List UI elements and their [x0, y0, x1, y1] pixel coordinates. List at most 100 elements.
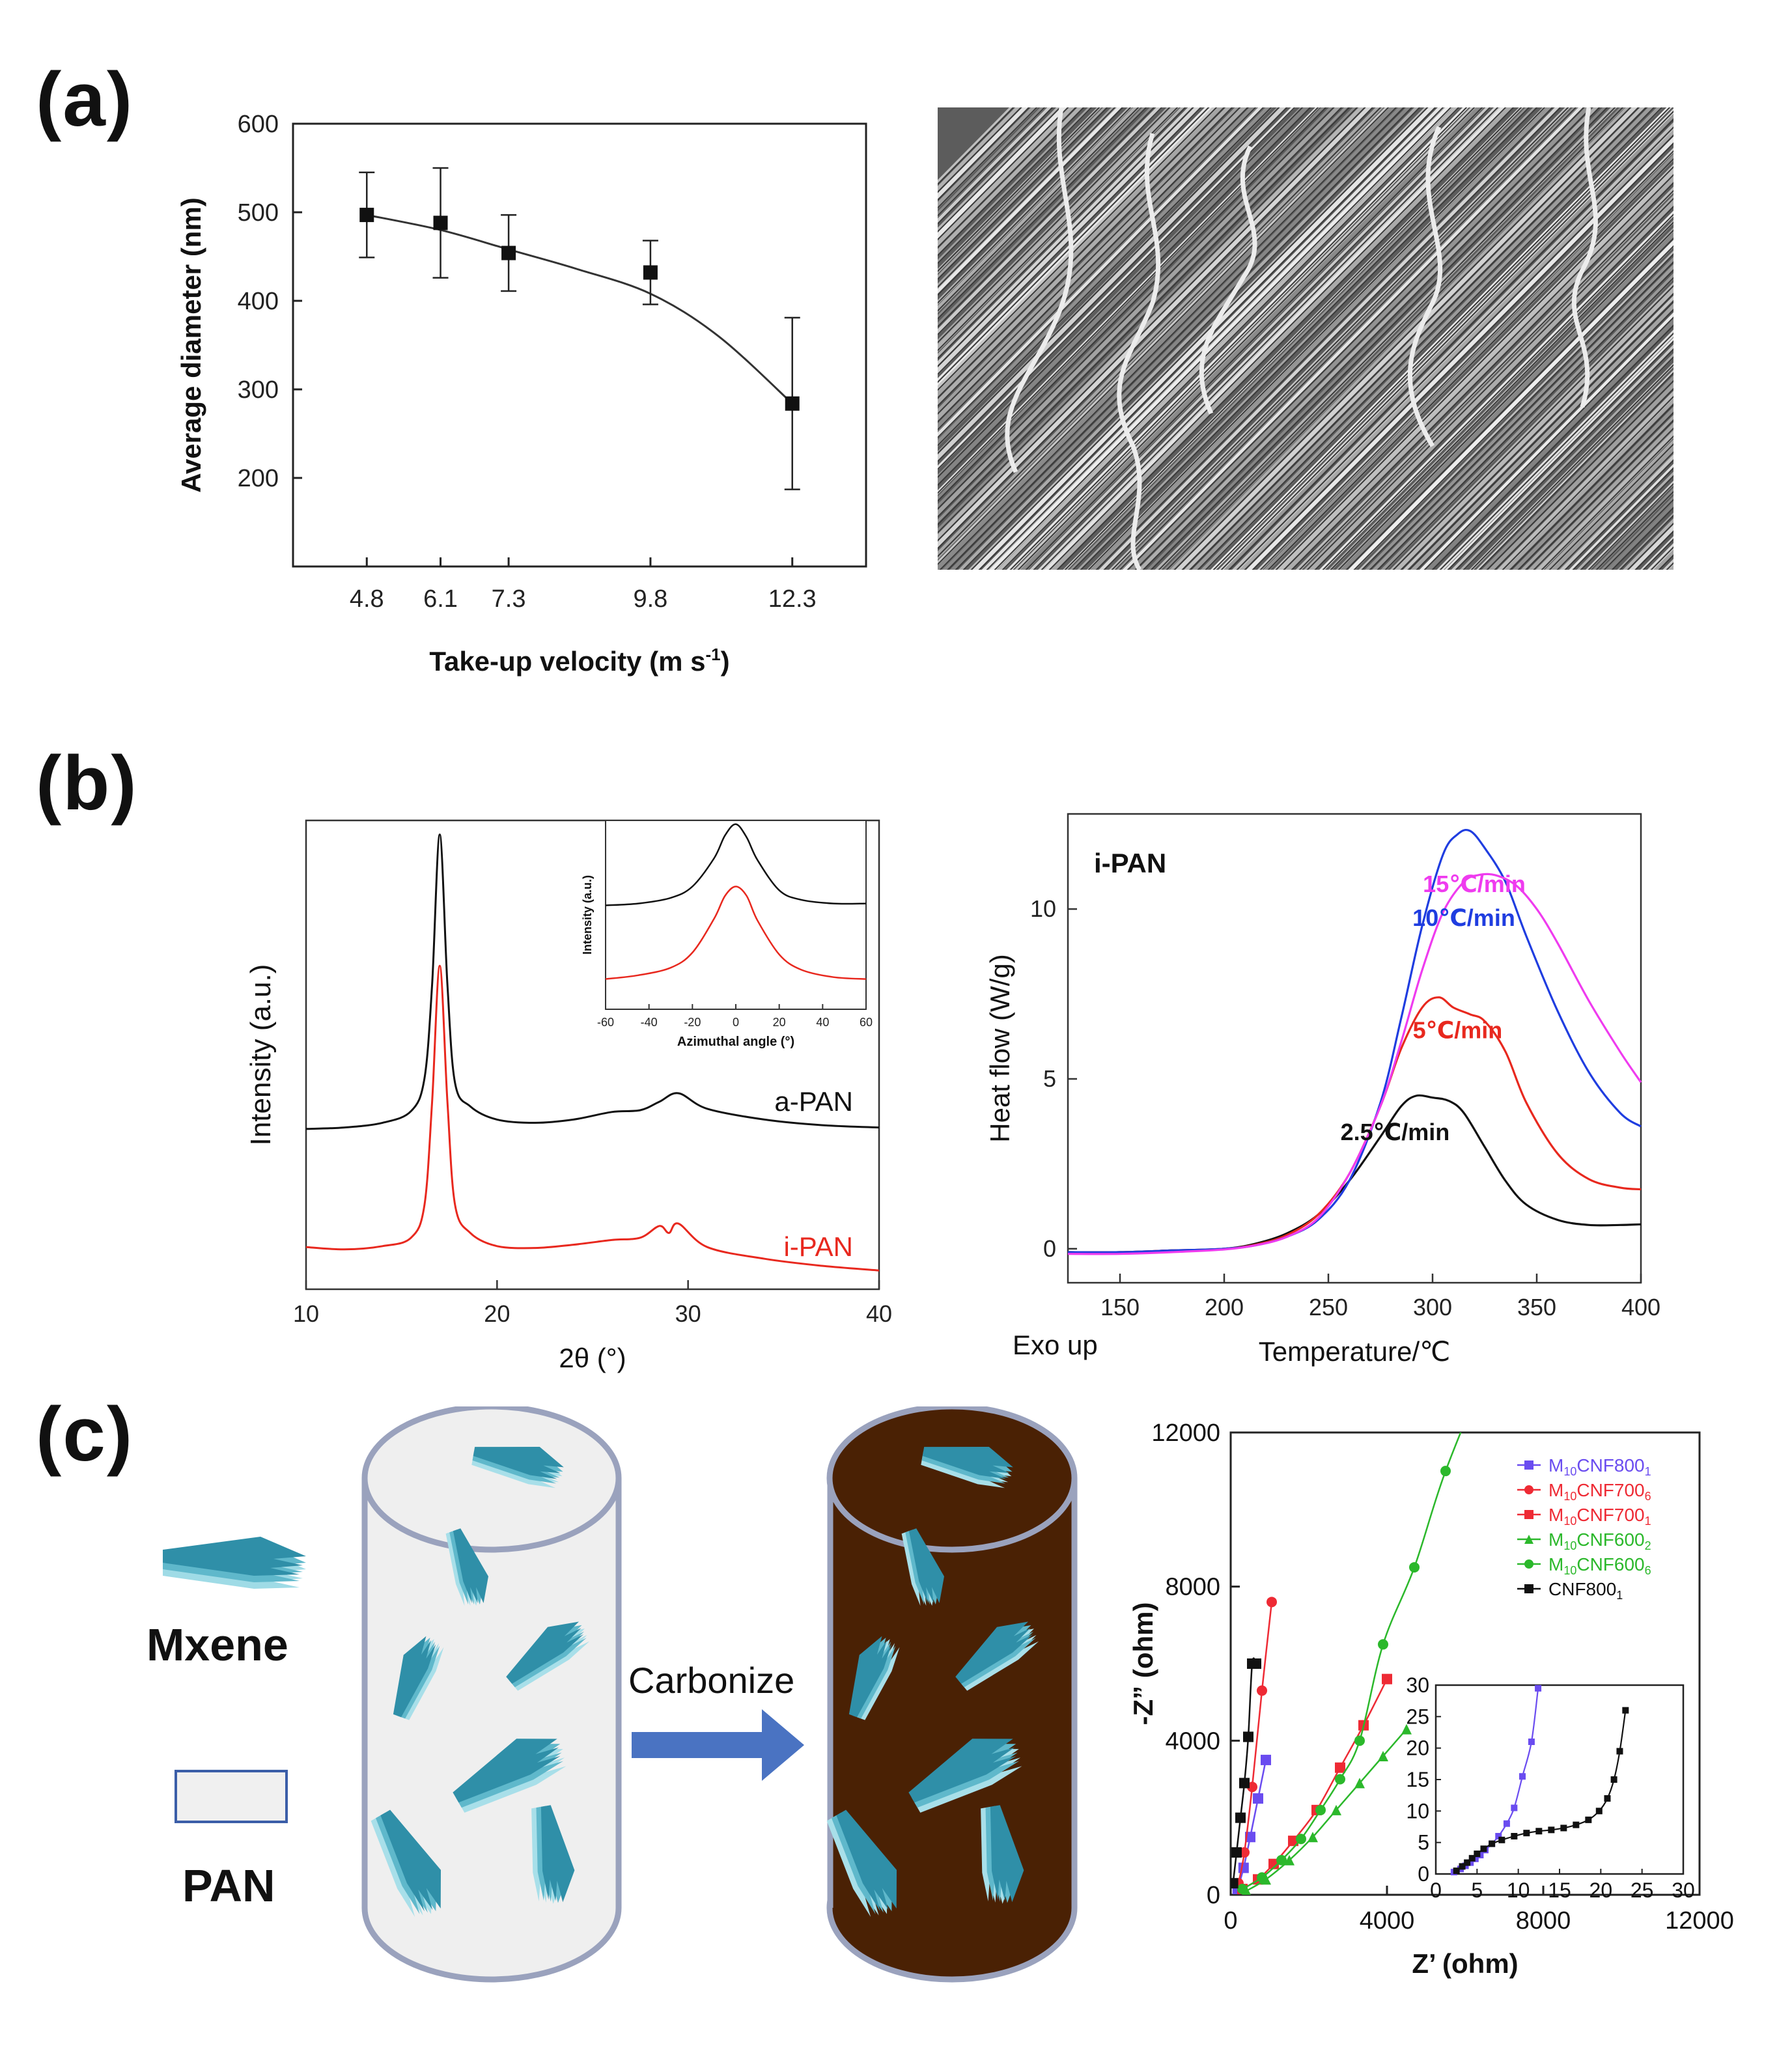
- x-tick-label: 0: [1224, 1907, 1237, 1935]
- sem-fiber-gap: [938, 107, 1038, 209]
- sem-fiber-gap: [938, 107, 1280, 454]
- dsc-title: i-PAN: [1094, 848, 1166, 878]
- sem-fiber-gap: [938, 107, 1054, 225]
- x-tick-label: 250: [1309, 1294, 1348, 1320]
- sem-fiber-texture: [938, 107, 1673, 570]
- inset-y-tick-label: 30: [1406, 1673, 1429, 1697]
- y-axis-label: Intensity (a.u.): [245, 964, 277, 1146]
- sem-fiber-gap: [938, 107, 1233, 407]
- sem-fiber-gap: [1048, 107, 1507, 570]
- flake-layer: [380, 1809, 441, 1912]
- panel-label-a: (a): [36, 57, 134, 143]
- sem-fiber: [938, 107, 1052, 223]
- sem-fiber-gap: [947, 107, 1405, 570]
- sem-fiber-gap: [1236, 126, 1673, 570]
- sem-fiber: [1308, 199, 1673, 570]
- sem-fiber: [972, 107, 1435, 570]
- flake-layer: [908, 1528, 944, 1604]
- inset-data-point: [1523, 1830, 1530, 1837]
- inset-y-tick-label: 20: [1406, 1737, 1429, 1760]
- sem-fiber: [938, 107, 1287, 462]
- y-axis-label: Heat flow (W/g): [985, 954, 1015, 1142]
- flake-layer: [836, 1809, 897, 1912]
- sem-fiber-gap: [1369, 260, 1673, 570]
- sem-fiber-gap: [1564, 459, 1673, 570]
- sem-fiber-gap: [1212, 107, 1671, 570]
- sem-fiber-gap: [970, 107, 1429, 570]
- sem-fiber: [1037, 107, 1500, 570]
- xrd-series-line: [305, 833, 880, 1130]
- sem-fiber-gap: [938, 107, 1390, 566]
- sem-fiber-gap: [1330, 221, 1673, 570]
- sem-fiber: [938, 107, 1039, 210]
- xrd-chart: 10 20 30 40 a-PAN i-PAN 2θ (°) Intensity (a.u.)…: [245, 819, 892, 1373]
- sem-fiber: [1099, 107, 1560, 570]
- inset-series-line: [605, 886, 867, 980]
- sem-fiber-gap: [938, 107, 1194, 368]
- legend-entry: M10CNF8001: [1548, 1455, 1651, 1478]
- sem-fiber: [1488, 382, 1673, 570]
- x-axis-label: 2θ (°): [559, 1343, 626, 1373]
- sem-fiber: [938, 107, 1061, 232]
- mxene-flake: [393, 1636, 444, 1720]
- sem-fiber-gap: [1447, 340, 1673, 570]
- sem-fiber: [1560, 454, 1673, 570]
- eis-series-line: [1242, 1679, 1388, 1890]
- sem-fiber-image: [938, 107, 1673, 570]
- inset-x-tick-label: 20: [773, 1016, 786, 1029]
- legend-marker: [1524, 1535, 1533, 1544]
- inset-y-tick-label: 5: [1418, 1831, 1429, 1854]
- sem-fiber: [1122, 107, 1585, 570]
- sem-fiber-gap: [938, 107, 1374, 550]
- eis-data-point: [1440, 1466, 1451, 1477]
- data-point: [433, 216, 448, 231]
- dsc-series-line: [1067, 873, 1642, 1255]
- sem-fiber: [938, 107, 1326, 502]
- sem-fiber-gap: [1416, 308, 1673, 570]
- sem-loose-fiber: [1571, 107, 1598, 408]
- sem-fiber-gap: [938, 107, 1218, 391]
- dsc-series-label: 10℃/min: [1412, 904, 1515, 931]
- sem-fiber: [1592, 488, 1673, 570]
- diameter-chart: 200 300 400 500 600 4.8 6.1 7.3 9.8 12.3 Take-up v…: [176, 111, 867, 677]
- sem-fiber-gap: [1408, 300, 1673, 570]
- sem-fiber: [938, 107, 1343, 518]
- inset-x-tick-label: 0: [1430, 1879, 1442, 1902]
- eis-data-point: [1231, 1847, 1242, 1858]
- sem-fiber: [938, 107, 1384, 560]
- flake-layer: [473, 1446, 564, 1479]
- panel-label-b: (b): [36, 740, 138, 826]
- sem-fiber-gap: [1423, 316, 1673, 570]
- mxene-flake: [981, 1805, 1024, 1904]
- sem-fiber: [1069, 107, 1530, 570]
- sem-fiber-gap: [986, 107, 1444, 570]
- sem-fiber: [938, 107, 1219, 393]
- sem-fiber-gap: [1345, 237, 1673, 570]
- sem-fiber: [1476, 369, 1673, 570]
- inset-data-point: [1477, 1852, 1484, 1858]
- sem-fiber: [1278, 169, 1673, 570]
- y-axis-label: -Z” (ohm): [1128, 1602, 1158, 1726]
- mxene-flake: [471, 1446, 564, 1488]
- sem-fiber-gap: [1361, 253, 1673, 570]
- y-axis-label: Average diameter (nm): [176, 197, 206, 493]
- sem-fiber: [1520, 415, 1673, 570]
- eis-data-point: [1268, 1858, 1279, 1869]
- xrd-series-label: i-PAN: [783, 1231, 853, 1262]
- sem-fiber-gap: [1384, 277, 1673, 570]
- sem-fiber: [1224, 113, 1673, 570]
- sem-fiber: [1496, 391, 1673, 570]
- sem-fiber-gap: [1244, 134, 1673, 570]
- sem-loose-fiber: [1117, 132, 1161, 570]
- sem-fiber: [938, 107, 1179, 353]
- mxene-flake: [826, 1809, 897, 1918]
- sem-fiber-gap: [938, 107, 1015, 186]
- inset-data-point: [1468, 1854, 1476, 1862]
- eis-plot-area: [1231, 1432, 1462, 1895]
- y-tick-label: 5: [1043, 1065, 1056, 1092]
- data-point: [359, 208, 374, 223]
- sem-fiber: [1528, 422, 1673, 570]
- eis-data-point: [1237, 1884, 1248, 1895]
- sem-fiber-gap: [1377, 269, 1673, 570]
- sem-loose-fiber: [1005, 107, 1074, 473]
